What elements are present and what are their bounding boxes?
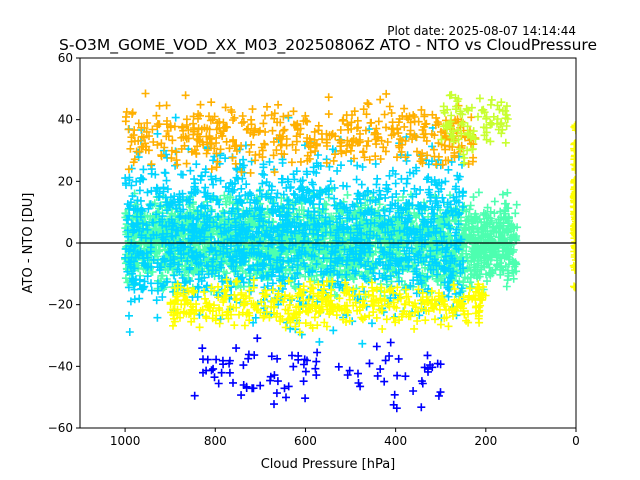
chart-title: S-O3M_GOME_VOD_XX_M03_20250806Z ATO - NT… <box>59 36 597 55</box>
x-tick-label: 800 <box>204 434 227 448</box>
y-tick-label: −60 <box>48 421 73 435</box>
y-tick-label: 60 <box>58 51 73 65</box>
y-tick-label: 40 <box>58 113 73 127</box>
point-group <box>437 90 512 167</box>
y-tick-label: 0 <box>65 236 73 250</box>
x-tick-label: 0 <box>572 434 580 448</box>
x-axis-ticks: 1000 800 600 400 200 0 <box>110 428 580 448</box>
y-tick-label: −20 <box>48 298 73 312</box>
scatter-points <box>121 89 576 413</box>
y-tick-label: 20 <box>58 174 73 188</box>
plot-date: Plot date: 2025-08-07 14:14:44 <box>387 24 576 38</box>
x-tick-label: 400 <box>384 434 407 448</box>
y-axis-label: ATO - NTO [DU] <box>21 193 36 294</box>
point-group <box>166 275 490 337</box>
x-tick-label: 600 <box>294 434 317 448</box>
x-axis-label: Cloud Pressure [hPa] <box>261 457 396 472</box>
x-tick-label: 200 <box>474 434 497 448</box>
point-group <box>121 113 468 348</box>
point-group <box>190 334 445 413</box>
y-axis-ticks: −60 −40 −20 0 20 40 60 <box>48 51 80 435</box>
x-tick-label: 1000 <box>110 434 141 448</box>
y-tick-label: −40 <box>48 359 73 373</box>
point-group <box>569 121 576 292</box>
point-group <box>121 89 480 177</box>
